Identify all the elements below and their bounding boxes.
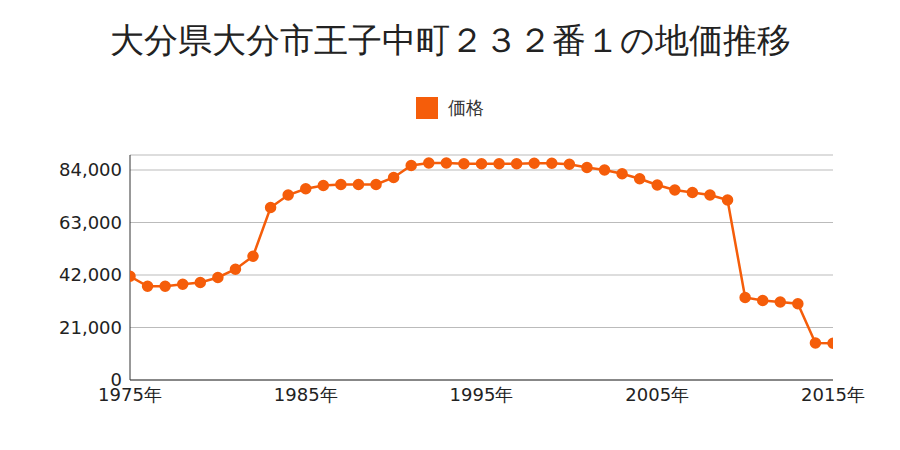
svg-text:1985年: 1985年 [274,384,338,405]
svg-text:21,000: 21,000 [59,317,122,338]
svg-text:2005年: 2005年 [625,384,689,405]
svg-text:1975年: 1975年 [98,384,162,405]
svg-text:1995年: 1995年 [450,384,514,405]
svg-text:42,000: 42,000 [59,264,122,285]
html-text:大分県大分市王子中町２３２番１の地価推移: 大分県大分市王子中町２３２番１の地価推移 [109,20,791,60]
svg-text:0: 0 [111,369,122,390]
svg-text:84,000: 84,000 [59,159,122,180]
svg-text:63,000: 63,000 [59,212,122,233]
html-text:価格: 価格 [448,97,484,118]
svg-text:2015年: 2015年 [801,384,865,405]
